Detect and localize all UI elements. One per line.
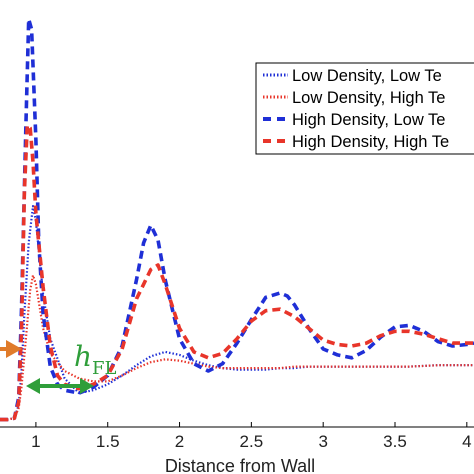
x-axis-label: Distance from Wall xyxy=(165,456,315,474)
x-tick-label: 2.5 xyxy=(240,432,264,451)
hfl-annotation: h FL xyxy=(74,340,116,379)
x-tick-label: 3 xyxy=(318,432,327,451)
orange-arrow xyxy=(0,340,22,358)
annotation-symbol: h xyxy=(74,340,92,373)
legend: Low Density, Low Te Low Density, High Te… xyxy=(255,62,474,155)
legend-box xyxy=(255,62,474,155)
series-line-high-density-high-te xyxy=(0,123,474,422)
legend-label-high-density-high-te: High Density, High Te xyxy=(292,133,449,151)
series-group xyxy=(0,17,474,422)
annotation-subscript: FL xyxy=(92,358,116,379)
legend-label-high-density-low-te: High Density, Low Te xyxy=(292,111,445,129)
x-tick-label: 3.5 xyxy=(383,432,407,451)
green-double-arrow xyxy=(26,378,94,394)
x-tick-label: 1 xyxy=(31,432,40,451)
x-tick-label: 2 xyxy=(175,432,184,451)
x-tick-label: 4 xyxy=(462,432,471,451)
series-line-high-density-low-te xyxy=(0,17,474,422)
axes: 1 1.5 2 2.5 3 3.5 4 xyxy=(0,422,474,451)
legend-label-low-density-high-te: Low Density, High Te xyxy=(292,89,445,107)
series-line-low-density-high-te xyxy=(0,274,474,421)
x-tick-label: 1.5 xyxy=(96,432,120,451)
legend-label-low-density-low-te: Low Density, Low Te xyxy=(292,67,442,85)
